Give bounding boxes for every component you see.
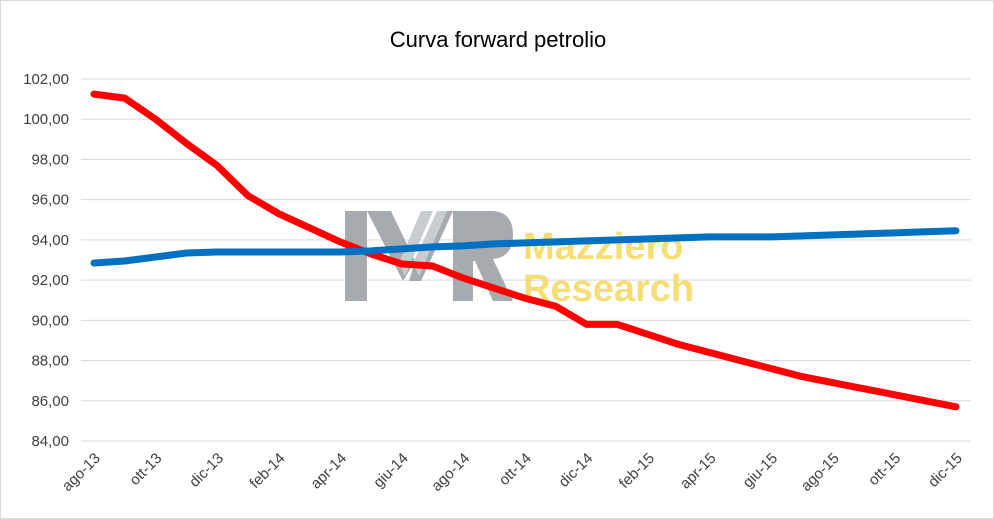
x-tick-label: ott-14 xyxy=(496,450,535,489)
x-tick-label: ago-13 xyxy=(59,450,104,495)
x-tick-label: dic-14 xyxy=(555,450,596,491)
y-tick-label: 96,00 xyxy=(31,192,69,209)
series-line-1 xyxy=(90,90,960,411)
y-axis-ticks: 84,00 86,00 88,00 90,00 92,00 94,00 96,00 98,00… xyxy=(23,71,69,450)
x-tick-label: ago-15 xyxy=(798,450,843,495)
y-tick-label: 90,00 xyxy=(31,312,69,329)
series-layer xyxy=(90,90,960,411)
y-tick-label: 100,00 xyxy=(23,111,69,128)
chart-title: Curva forward petrolio xyxy=(390,27,606,52)
y-tick-label: 94,00 xyxy=(31,232,69,249)
x-axis-ticks: ago-13 ott-13 dic-13 feb-14 apr-14 giu-14 ago-… xyxy=(59,450,966,495)
x-tick-label: giu-14 xyxy=(370,450,412,492)
x-tick-label: ott-13 xyxy=(126,450,165,489)
x-tick-label: feb-15 xyxy=(616,450,658,492)
watermark-text-line1: Mazziero xyxy=(523,226,683,268)
y-tick-label: 102,00 xyxy=(23,71,69,88)
x-tick-label: dic-13 xyxy=(186,450,227,491)
x-tick-label: ago-14 xyxy=(428,450,473,495)
y-tick-label: 92,00 xyxy=(31,272,69,289)
y-tick-label: 84,00 xyxy=(31,433,69,450)
y-tick-label: 88,00 xyxy=(31,353,69,370)
y-tick-label: 86,00 xyxy=(31,393,69,410)
x-tick-label: giu-15 xyxy=(740,450,782,492)
x-tick-label: apr-14 xyxy=(307,450,350,493)
y-tick-label: 98,00 xyxy=(31,151,69,168)
x-tick-label: ott-15 xyxy=(865,450,904,489)
x-tick-label: dic-15 xyxy=(925,450,966,491)
x-tick-label: apr-15 xyxy=(677,450,720,493)
x-tick-label: feb-14 xyxy=(246,450,288,492)
series-line-2 xyxy=(90,227,960,267)
